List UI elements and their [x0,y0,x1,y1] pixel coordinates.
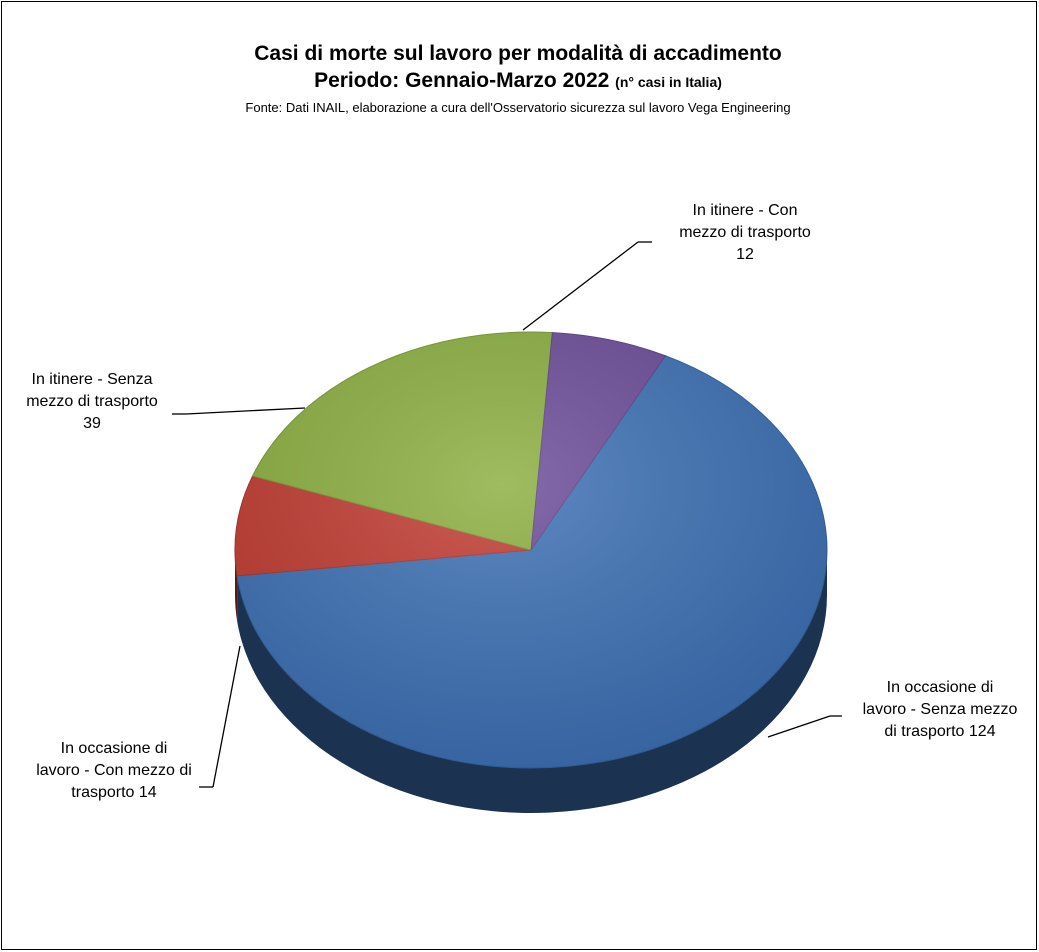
slice-label-senza-mezzo-lavoro: In occasione di lavoro - Senza mezzo di … [862,679,1018,740]
chart-subtitle-note: (n° casi in Italia) [615,74,722,90]
leader-line-1 [212,645,241,788]
slice-label-itinere-con-mezzo: In itinere - Con mezzo di trasporto 12 [679,202,811,263]
leader-line-2 [185,407,306,415]
chart-title: Casi di morte sul lavoro per modalità di… [254,42,782,65]
pie-shine [235,332,827,768]
slice-label-con-mezzo-lavoro: In occasione di lavoro - Con mezzo di tr… [36,740,192,801]
chart-titles: Casi di morte sul lavoro per modalità di… [0,40,1036,118]
chart-subtitle: Periodo: Gennaio-Marzo 2022 [314,69,610,92]
slice-label-itinere-senza-mezzo: In itinere - Senza mezzo di trasporto 39 [26,371,158,432]
leader-line-0 [767,715,831,738]
chart-subtitle-line: Periodo: Gennaio-Marzo 2022 (n° casi in … [0,67,1036,96]
pie-slices [234,331,828,769]
chart-source: Fonte: Dati INAIL, elaborazione a cura d… [245,100,791,115]
slice-side-0 [237,550,828,814]
leader-line-3 [522,241,639,331]
leader-lines [172,241,842,788]
